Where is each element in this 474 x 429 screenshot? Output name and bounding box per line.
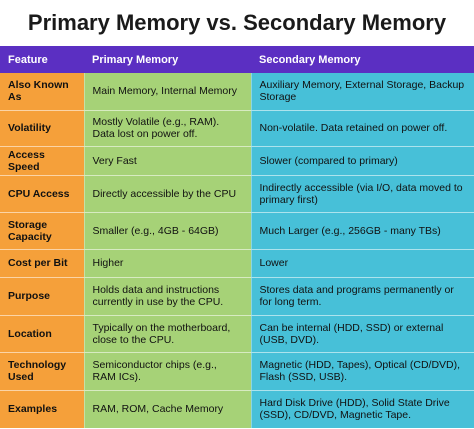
table-header-row: Feature Primary Memory Secondary Memory [0, 46, 474, 73]
table-row: Storage Capacity Smaller (e.g., 4GB - 64… [0, 212, 474, 250]
secondary-cell: Much Larger (e.g., 256GB - many TBs) [250, 212, 474, 250]
table-row: Also Known As Main Memory, Internal Memo… [0, 73, 474, 111]
secondary-cell: Slower (compared to primary) [250, 146, 474, 176]
table-row: Volatility Mostly Volatile (e.g., RAM). … [0, 110, 474, 147]
feature-cell: Volatility [0, 110, 84, 147]
secondary-cell: Auxiliary Memory, External Storage, Back… [250, 73, 474, 111]
feature-cell: Storage Capacity [0, 212, 84, 250]
secondary-cell: Hard Disk Drive (HDD), Solid State Drive… [250, 390, 474, 429]
table-row: CPU Access Directly accessible by the CP… [0, 175, 474, 213]
secondary-cell: Can be internal (HDD, SSD) or external (… [250, 315, 474, 353]
feature-cell: Cost per Bit [0, 249, 84, 278]
primary-cell: Main Memory, Internal Memory [83, 73, 251, 111]
table-row: Technology Used Semiconductor chips (e.g… [0, 352, 474, 391]
primary-cell: RAM, ROM, Cache Memory [83, 390, 251, 429]
primary-cell: Very Fast [83, 146, 251, 176]
feature-cell: Technology Used [0, 352, 84, 391]
feature-cell: CPU Access [0, 175, 84, 213]
secondary-cell: Non-volatile. Data retained on power off… [250, 110, 474, 147]
primary-cell: Holds data and instructions currently in… [83, 277, 251, 316]
secondary-cell: Lower [250, 249, 474, 278]
feature-cell: Access Speed [0, 146, 84, 176]
feature-cell: Location [0, 315, 84, 353]
page-title: Primary Memory vs. Secondary Memory [27, 10, 447, 35]
feature-cell: Examples [0, 390, 84, 429]
secondary-cell: Stores data and programs permanently or … [250, 277, 474, 316]
table-row: Purpose Holds data and instructions curr… [0, 277, 474, 316]
primary-cell: Directly accessible by the CPU [83, 175, 251, 213]
comparison-table: Feature Primary Memory Secondary Memory … [0, 46, 474, 429]
table-row: Location Typically on the motherboard, c… [0, 315, 474, 353]
feature-cell: Purpose [0, 277, 84, 316]
feature-cell: Also Known As [0, 73, 84, 111]
primary-cell: Mostly Volatile (e.g., RAM). Data lost o… [83, 110, 251, 147]
table-row: Examples RAM, ROM, Cache Memory Hard Dis… [0, 390, 474, 429]
primary-cell: Higher [83, 249, 251, 278]
primary-cell: Semiconductor chips (e.g., RAM ICs). [83, 352, 251, 391]
primary-cell: Smaller (e.g., 4GB - 64GB) [83, 212, 251, 250]
primary-cell: Typically on the motherboard, close to t… [83, 315, 251, 353]
table-row: Access Speed Very Fast Slower (compared … [0, 146, 474, 176]
secondary-cell: Indirectly accessible (via I/O, data mov… [250, 175, 474, 213]
secondary-cell: Magnetic (HDD, Tapes), Optical (CD/DVD),… [250, 352, 474, 391]
table-row: Cost per Bit Higher Lower [0, 249, 474, 278]
header-secondary-memory: Secondary Memory [251, 46, 474, 73]
header-primary-memory: Primary Memory [84, 46, 251, 73]
header-feature: Feature [0, 46, 84, 73]
